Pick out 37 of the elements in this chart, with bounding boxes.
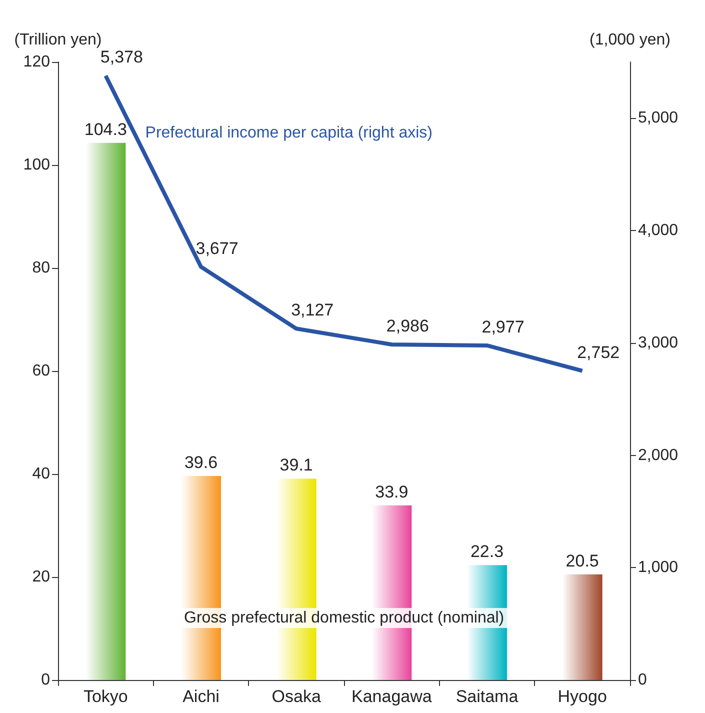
data-label: 22.3	[470, 542, 504, 562]
data-label: 39.1	[280, 456, 313, 475]
data-label: 39.6	[184, 453, 218, 472]
x-tick-label: Tokyo	[83, 687, 128, 706]
series-label: Gross prefectural domestic product (nominal)	[184, 610, 504, 626]
y2-axis-title: (1,000 yen)	[590, 32, 670, 48]
data-label: 3,127	[291, 300, 334, 320]
y-tick-label: 0	[41, 672, 50, 688]
data-label: 5,378	[100, 48, 143, 67]
x-tick-label: Hyogo	[558, 687, 607, 706]
y-axis-title: (Trillion yen)	[14, 32, 102, 48]
y-tick-label: 40	[32, 466, 50, 482]
y2-tick-label: 0	[638, 672, 647, 688]
x-tick-label: Kanagawa	[351, 687, 432, 706]
y2-tick-label: 5,000	[638, 110, 678, 127]
y2-tick-label: 4,000	[638, 222, 678, 240]
data-label: 20.5	[566, 551, 599, 570]
x-tick-label: Aichi	[182, 687, 220, 706]
x-tick-label: Saitama	[456, 687, 519, 706]
data-label: 33.9	[375, 482, 408, 502]
y-tick-label: 80	[32, 260, 50, 276]
y2-tick-label: 3,000	[638, 334, 678, 352]
y-tick-label: 100	[23, 156, 50, 174]
y-tick-label: 60	[32, 362, 50, 380]
series-label: Prefectural income per capita (right axis)	[145, 124, 432, 142]
data-label: 2,752	[577, 342, 620, 362]
data-label: 2,977	[482, 317, 524, 336]
y-tick-label: 20	[32, 568, 50, 586]
y2-tick-label: 2,000	[638, 446, 678, 464]
y-tick-label: 120	[23, 54, 50, 70]
x-tick-label: Osaka	[272, 687, 322, 706]
y2-tick-label: 1,000	[638, 559, 678, 576]
data-label: 3,677	[196, 238, 238, 258]
bar	[562, 574, 602, 680]
bar	[86, 142, 126, 680]
data-label: 2,986	[386, 316, 429, 336]
data-label: 104.3	[84, 120, 127, 139]
